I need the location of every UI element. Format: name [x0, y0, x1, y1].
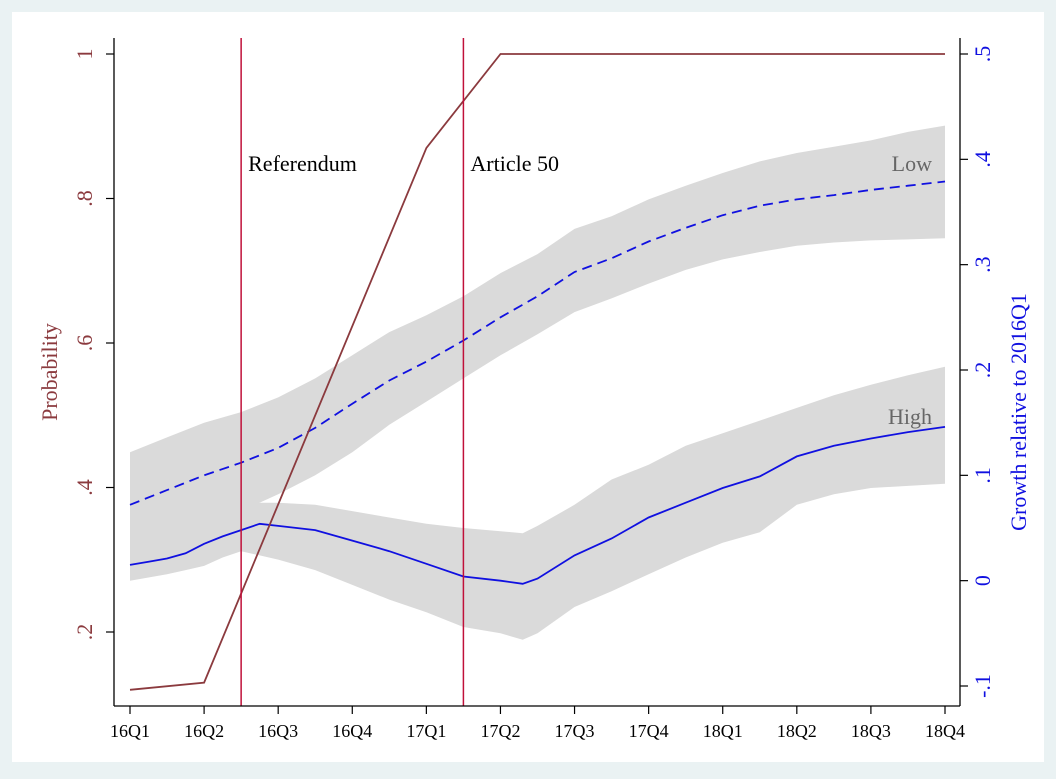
left-tick-label-3: .8 [72, 190, 97, 207]
right-tick-label-3: .2 [970, 362, 995, 379]
x-tick-label-5: 17Q2 [480, 721, 520, 741]
series-annotation-high: High [888, 404, 932, 429]
confidence-band-high [130, 366, 945, 640]
left-tick-label-0: .2 [72, 624, 97, 641]
x-tick-label-0: 16Q1 [110, 721, 150, 741]
right-tick-label-0: -.1 [970, 674, 995, 698]
x-tick-label-9: 18Q2 [777, 721, 817, 741]
x-tick-label-4: 17Q1 [406, 721, 446, 741]
right-tick-label-4: .3 [970, 256, 995, 273]
left-tick-label-4: 1 [72, 49, 97, 60]
x-tick-label-7: 17Q4 [629, 721, 669, 741]
confidence-band-low [130, 125, 945, 558]
series-line-low [129, 180, 946, 506]
x-tick-label-11: 18Q4 [925, 721, 965, 741]
event-label-2: Article 50 [470, 151, 559, 176]
right-axis-title: Growth relative to 2016Q1 [1006, 293, 1031, 531]
x-tick-label-8: 18Q1 [703, 721, 743, 741]
right-tick-label-2: .1 [970, 467, 995, 484]
x-tick-label-3: 16Q4 [332, 721, 372, 741]
right-tick-label-5: .4 [970, 151, 995, 168]
x-tick-label-1: 16Q2 [184, 721, 224, 741]
x-tick-label-2: 16Q3 [258, 721, 298, 741]
x-tick-label-10: 18Q3 [851, 721, 891, 741]
series-annotation-low: Low [892, 151, 932, 176]
x-tick-label-6: 17Q3 [555, 721, 595, 741]
left-axis-title: Probability [37, 323, 62, 421]
series-line-probability [129, 53, 945, 691]
series-line-high [129, 426, 946, 585]
right-tick-label-6: .5 [970, 46, 995, 63]
left-tick-label-2: .6 [72, 335, 97, 352]
event-label-1: Referendum [248, 151, 357, 176]
right-tick-label-1: 0 [970, 575, 995, 586]
left-tick-label-1: .4 [72, 479, 97, 496]
